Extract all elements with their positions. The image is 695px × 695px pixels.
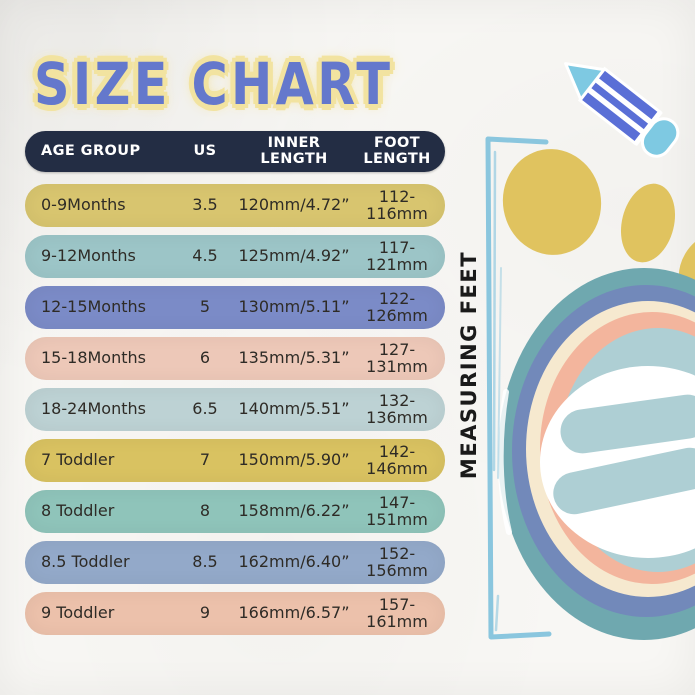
cell-foot-length: 142-146mm <box>366 441 428 478</box>
cell-us-size: 4.5 <box>192 246 218 266</box>
measuring-bracket <box>485 136 552 640</box>
cell-inner-length: 158mm/6.22” <box>238 501 350 521</box>
table-row: 15-18Months 6 135mm/5.31” 127-131mm <box>25 337 445 380</box>
cell-age-group: 18-24Months <box>41 399 146 419</box>
cell-age-group: 9-12Months <box>41 246 136 266</box>
foot-center-gap <box>560 394 695 454</box>
header-age-group: AGE GROUP <box>41 142 141 159</box>
table-rows: 0-9Months 3.5 120mm/4.72” 112-116mm 9-12… <box>25 184 445 635</box>
foot-ring-outer <box>498 268 695 640</box>
table-row: 7 Toddler 7 150mm/5.90” 142-146mm <box>25 439 445 482</box>
pencil-icon <box>564 62 680 158</box>
table-row: 8.5 Toddler 8.5 162mm/6.40” 152-156mm <box>25 541 445 584</box>
cell-inner-length: 130mm/5.11” <box>238 297 350 317</box>
cell-age-group: 7 Toddler <box>41 450 115 470</box>
cell-us-size: 9 <box>199 603 211 623</box>
table-row: 9 Toddler 9 166mm/6.57” 157-161mm <box>25 592 445 635</box>
cell-inner-length: 162mm/6.40” <box>238 552 350 572</box>
measuring-bracket-stroke <box>494 594 500 632</box>
cell-inner-length: 166mm/6.57” <box>238 603 350 623</box>
pencil-ferrule-gap <box>633 109 663 147</box>
cell-foot-length: 152-156mm <box>366 543 428 580</box>
cell-foot-length: 132-136mm <box>366 390 428 427</box>
foot-illustration <box>485 136 695 640</box>
table-row: 9-12Months 4.5 125mm/4.92” 117-121mm <box>25 235 445 278</box>
table-row: 0-9Months 3.5 120mm/4.72” 112-116mm <box>25 184 445 227</box>
toe-shape <box>678 233 695 299</box>
foot-center-blob <box>540 366 695 558</box>
cell-us-size: 8.5 <box>192 552 218 572</box>
cell-age-group: 15-18Months <box>41 348 146 368</box>
cell-age-group: 12-15Months <box>41 297 146 317</box>
foot-ring <box>512 285 695 617</box>
cell-inner-length: 135mm/5.31” <box>238 348 350 368</box>
foot-center-gap <box>553 447 695 515</box>
pencil-stripe <box>586 87 646 135</box>
cell-age-group: 0-9Months <box>41 195 126 215</box>
table-row: 18-24Months 6.5 140mm/5.51” 132-136mm <box>25 388 445 431</box>
measuring-feet-label: MEASURING FEET <box>457 250 481 480</box>
measuring-bracket-stroke <box>497 267 502 479</box>
cell-inner-length: 140mm/5.51” <box>238 399 350 419</box>
cell-foot-length: 122-126mm <box>366 288 428 325</box>
cell-us-size: 5 <box>199 297 211 317</box>
page-title: SIZE CHART <box>34 50 394 118</box>
cell-age-group: 8 Toddler <box>41 501 115 521</box>
cell-foot-length: 127-131mm <box>366 339 428 376</box>
cell-foot-length: 147-151mm <box>366 492 428 529</box>
cell-us-size: 8 <box>199 501 211 521</box>
cell-foot-length: 157-161mm <box>366 594 428 631</box>
header-foot-length: FOOT LENGTH <box>363 135 431 167</box>
cell-us-size: 7 <box>199 450 211 470</box>
table-row: 8 Toddler 8 158mm/6.22” 147-151mm <box>25 490 445 533</box>
measuring-bracket-stroke <box>492 150 497 472</box>
cell-age-group: 9 Toddler <box>41 603 115 623</box>
pencil-stripe <box>594 77 654 125</box>
toe-shape <box>620 183 676 263</box>
table-header: AGE GROUP US INNER LENGTH FOOT LENGTH <box>25 131 445 172</box>
foot-ring <box>526 301 695 597</box>
header-inner-length: INNER LENGTH <box>260 135 328 167</box>
cell-inner-length: 150mm/5.90” <box>238 450 350 470</box>
cell-foot-length: 112-116mm <box>366 186 428 223</box>
cell-us-size: 6 <box>199 348 211 368</box>
cell-us-size: 6.5 <box>192 399 218 419</box>
cell-inner-length: 120mm/4.72” <box>238 195 350 215</box>
cell-age-group: 8.5 Toddler <box>41 552 130 572</box>
cell-inner-length: 125mm/4.92” <box>238 246 350 266</box>
foot-ring <box>540 312 695 584</box>
table-row: 12-15Months 5 130mm/5.11” 122-126mm <box>25 286 445 329</box>
cell-us-size: 3.5 <box>192 195 218 215</box>
foot-ring-inner <box>558 328 695 572</box>
highlight-stroke <box>497 389 512 535</box>
cell-foot-length: 117-121mm <box>366 237 428 274</box>
header-us: US <box>193 142 217 159</box>
